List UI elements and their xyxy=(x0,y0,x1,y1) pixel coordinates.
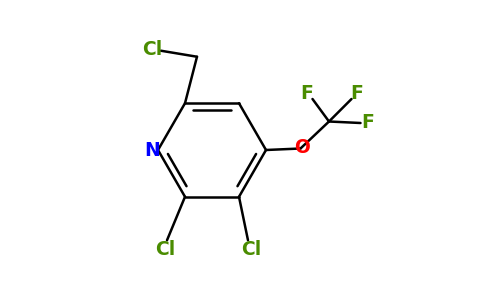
Text: O: O xyxy=(294,138,310,158)
Text: Cl: Cl xyxy=(142,40,162,59)
Text: F: F xyxy=(362,113,375,133)
Text: Cl: Cl xyxy=(241,240,261,260)
Text: F: F xyxy=(350,84,363,103)
Text: N: N xyxy=(145,140,161,160)
Text: Cl: Cl xyxy=(155,240,176,260)
Text: F: F xyxy=(301,84,314,103)
